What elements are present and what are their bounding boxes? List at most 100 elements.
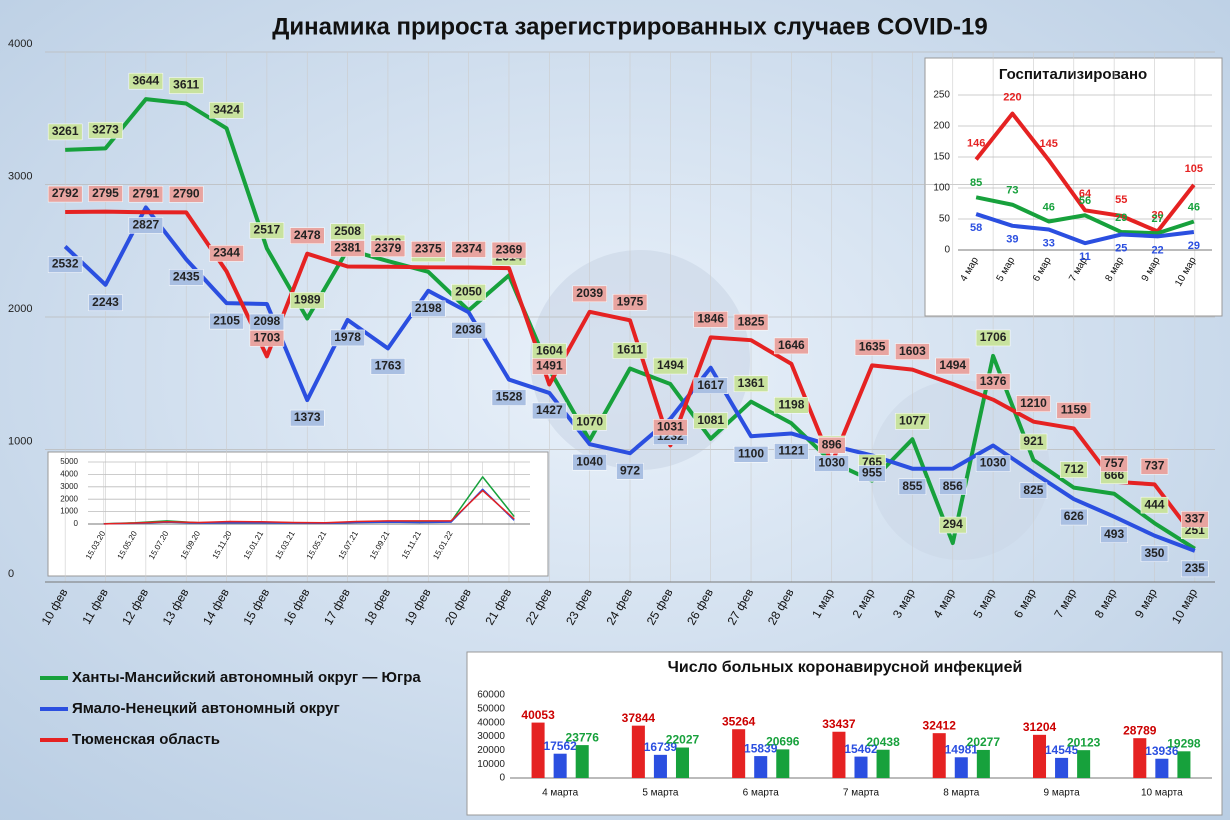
label-box <box>330 240 365 257</box>
label-box <box>289 409 325 427</box>
data-label: 33 <box>1043 237 1055 249</box>
bar-label: 40053 <box>521 708 555 722</box>
data-label: 972 <box>620 463 640 477</box>
bar <box>832 731 846 778</box>
label-box <box>1060 508 1088 526</box>
data-label: 3273 <box>92 122 119 136</box>
legend-label: Ямало-Ненецкий автономный округ <box>72 700 340 717</box>
label-box <box>1060 461 1088 478</box>
bars-title: Число больных коронавирусной инфекцией <box>668 659 1023 676</box>
y-tick-label: 0 <box>944 245 950 256</box>
data-label: 64 <box>1079 188 1092 200</box>
label-box <box>616 462 644 480</box>
bar <box>1032 734 1047 778</box>
data-label: 85 <box>970 177 982 189</box>
series-line <box>103 489 515 525</box>
label-box <box>411 241 446 258</box>
bar <box>854 756 868 778</box>
label-box <box>128 72 164 90</box>
mini-panel <box>47 451 549 577</box>
bar-label: 17562 <box>543 739 577 753</box>
bar <box>531 722 545 778</box>
data-label: 1989 <box>294 293 321 307</box>
series-line <box>975 195 1195 236</box>
data-label: 2098 <box>254 314 281 328</box>
x-tick-label: 8 марта <box>943 788 980 799</box>
y-tick-label: 40000 <box>477 717 505 728</box>
bar <box>575 745 589 778</box>
label-box <box>1056 402 1092 419</box>
label-box <box>370 358 406 375</box>
label-box <box>1019 482 1048 499</box>
label-box <box>774 337 809 355</box>
data-label: 2517 <box>254 223 281 237</box>
label-box <box>1140 458 1169 475</box>
bar-label: 19298 <box>1167 736 1201 750</box>
data-label: 105 <box>1185 163 1203 175</box>
label-box <box>693 377 728 394</box>
data-label: 2375 <box>415 241 442 255</box>
data-label: 2369 <box>496 242 523 256</box>
y-tick-label: 60000 <box>477 690 505 701</box>
bar <box>1177 751 1191 778</box>
label-box <box>895 413 930 430</box>
data-label: 1617 <box>697 378 724 392</box>
label-box <box>88 185 123 202</box>
bar-label: 28789 <box>1123 723 1157 737</box>
y-tick-label: 10000 <box>477 759 505 770</box>
label-box <box>451 284 486 301</box>
y-tick-label: 1000 <box>60 507 78 516</box>
label-box <box>491 241 527 259</box>
data-label: 1978 <box>334 330 361 344</box>
data-label: 27 <box>1151 213 1163 225</box>
bar-label: 15462 <box>844 742 878 756</box>
data-label: 856 <box>943 479 963 493</box>
data-label: 2344 <box>213 246 240 260</box>
data-label: 1100 <box>738 446 764 460</box>
data-label: 3644 <box>133 73 160 87</box>
label-box <box>733 375 769 392</box>
label-box <box>572 285 607 303</box>
bar-label: 20277 <box>967 735 1001 749</box>
data-label: 2792 <box>52 186 79 200</box>
hosp-title: Госпитализировано <box>999 66 1147 83</box>
label-box <box>47 256 83 273</box>
bar-label: 37844 <box>622 711 656 725</box>
label-box <box>451 321 486 339</box>
label-box <box>975 455 1011 472</box>
label-box <box>249 313 285 331</box>
data-label: 1077 <box>899 413 926 427</box>
data-label: 2379 <box>375 241 402 255</box>
y-tick-label: 2000 <box>8 303 32 315</box>
bar <box>1077 750 1091 778</box>
label-box <box>1181 511 1209 528</box>
label-box <box>774 397 809 414</box>
data-label: 1427 <box>536 403 563 417</box>
x-tick-label: 10 марта <box>1141 788 1183 799</box>
label-box <box>612 294 648 311</box>
data-label: 220 <box>1003 92 1021 104</box>
label-box <box>939 478 967 495</box>
y-tick-label: 3000 <box>60 482 78 491</box>
bar <box>653 754 667 778</box>
data-label: 1603 <box>899 344 926 358</box>
label-box <box>939 516 967 534</box>
legend-label: Тюменская область <box>72 731 220 748</box>
data-label: 2374 <box>455 242 482 256</box>
data-label: 2198 <box>415 301 442 315</box>
x-tick-label: 6 марта <box>743 788 780 799</box>
data-label: 1646 <box>778 338 805 352</box>
data-label: 2435 <box>173 270 200 284</box>
bar <box>732 729 746 778</box>
data-label: 1611 <box>617 343 643 357</box>
label-box <box>975 329 1011 347</box>
data-label: 712 <box>1064 462 1084 476</box>
label-box <box>370 240 406 258</box>
data-label: 1825 <box>738 314 765 328</box>
data-label: 56 <box>1079 195 1091 207</box>
bar <box>776 749 790 778</box>
data-label: 2795 <box>92 186 119 200</box>
bar-label: 23776 <box>566 730 600 744</box>
series-line <box>63 205 1196 553</box>
